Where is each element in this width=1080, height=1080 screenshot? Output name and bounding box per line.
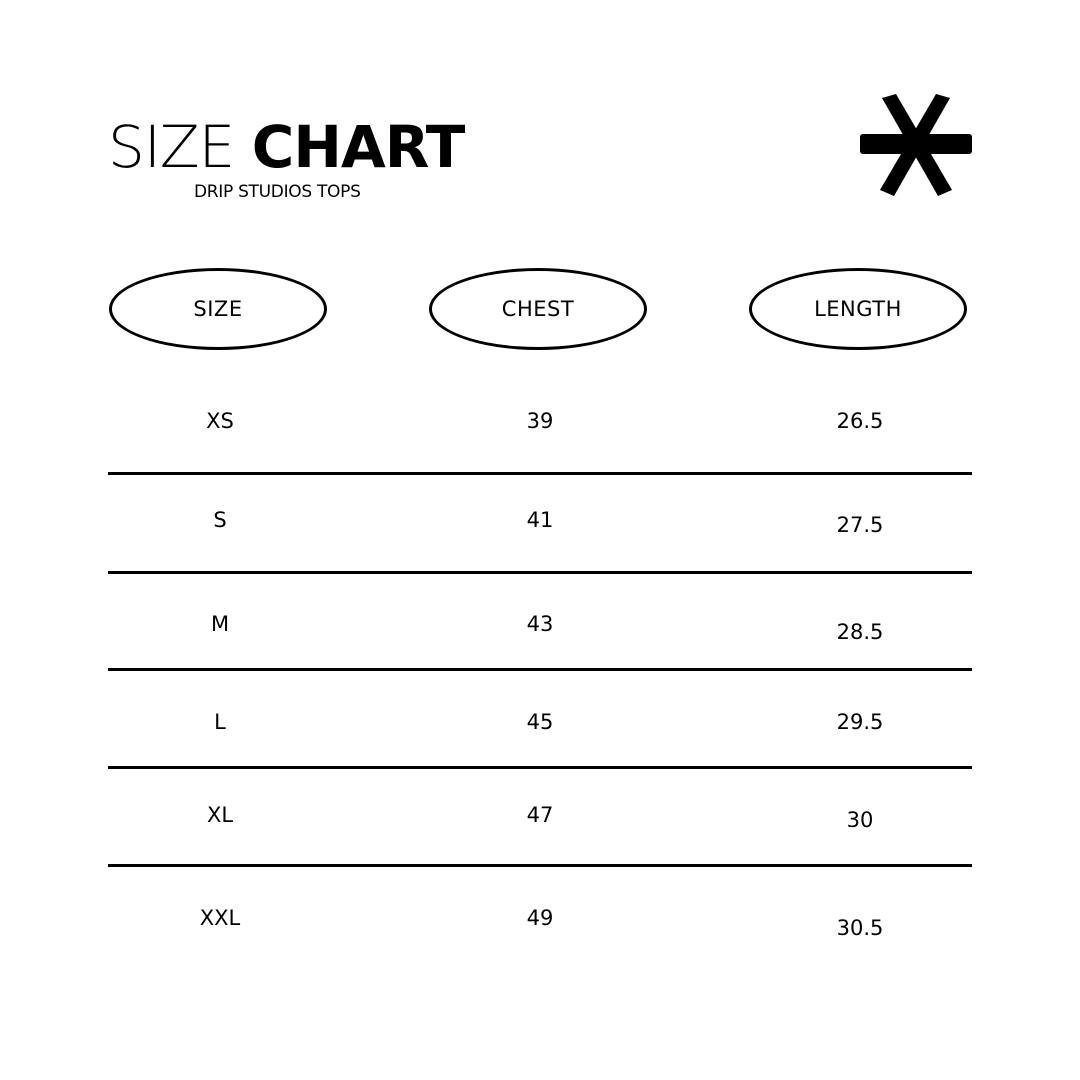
cell-size: XS: [206, 409, 234, 433]
cell-length: 27.5: [836, 513, 884, 537]
row-divider: [108, 571, 972, 574]
cell-chest: 47: [526, 803, 554, 827]
cell-length: 30: [846, 808, 874, 832]
cell-chest: 41: [526, 508, 554, 532]
column-header-label: CHEST: [501, 297, 575, 321]
cell-chest: 39: [526, 409, 554, 433]
row-divider: [108, 472, 972, 475]
subtitle: DRIP STUDIOS TOPS: [194, 182, 361, 202]
row-divider: [108, 668, 972, 671]
cell-chest: 49: [526, 906, 554, 930]
cell-size: M: [210, 612, 230, 636]
column-header-label: SIZE: [193, 297, 243, 321]
cell-chest: 45: [526, 710, 554, 734]
row-divider: [108, 766, 972, 769]
cell-size: L: [214, 710, 226, 734]
row-divider: [108, 864, 972, 867]
cell-length: 30.5: [836, 916, 884, 940]
cell-chest: 43: [526, 612, 554, 636]
title-bold: CHART: [251, 113, 466, 181]
column-header-label: LENGTH: [814, 297, 902, 321]
cell-length: 28.5: [836, 620, 884, 644]
cell-length: 26.5: [836, 409, 884, 433]
cell-size: XXL: [199, 906, 241, 930]
cell-size: XL: [206, 803, 234, 827]
asterisk-icon: [860, 94, 972, 196]
page-title: SIZE CHART: [108, 112, 466, 182]
title-light: SIZE: [108, 113, 235, 181]
column-header-length: LENGTH: [749, 268, 967, 350]
cell-length: 29.5: [836, 710, 884, 734]
column-header-chest: CHEST: [429, 268, 647, 350]
column-header-size: SIZE: [109, 268, 327, 350]
cell-size: S: [213, 508, 227, 532]
